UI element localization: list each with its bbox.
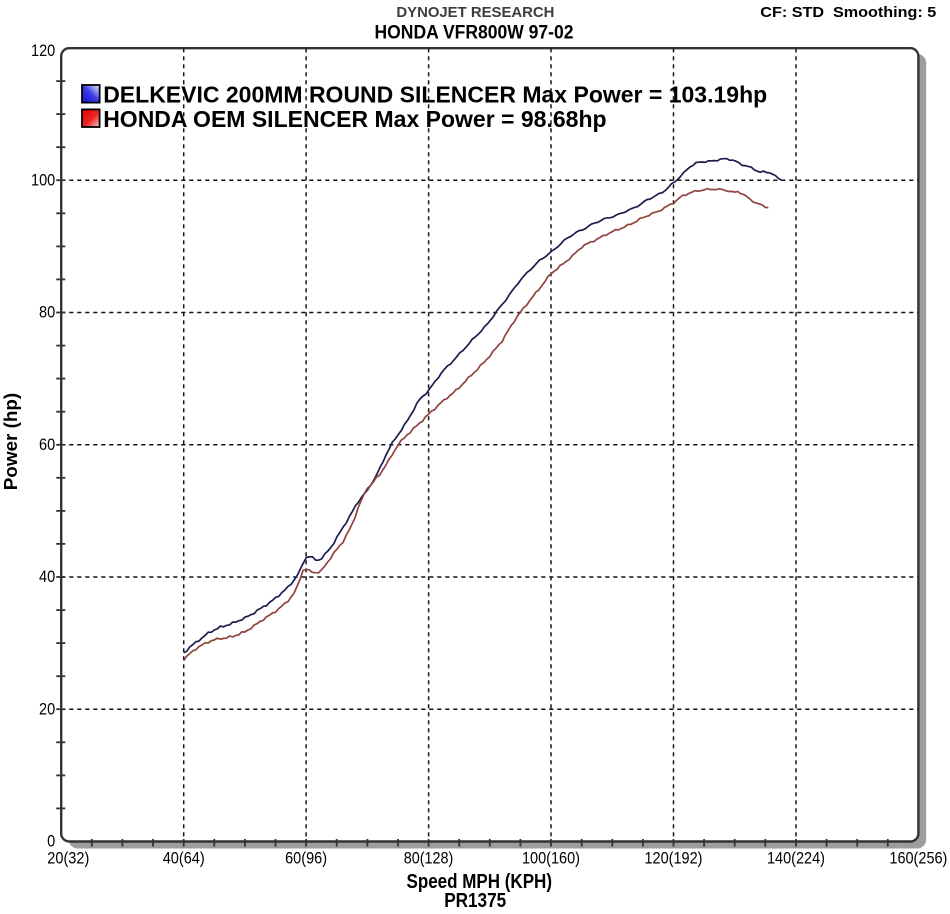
svg-text:PR1375: PR1375 [444, 890, 506, 909]
svg-text:100: 100 [31, 170, 55, 189]
svg-text:20(32): 20(32) [47, 848, 89, 867]
svg-text:60: 60 [39, 435, 55, 454]
svg-text:140(224): 140(224) [767, 848, 825, 867]
svg-text:DYNOJET RESEARCH: DYNOJET RESEARCH [396, 4, 554, 21]
svg-text:40(64): 40(64) [163, 848, 205, 867]
svg-text:80: 80 [39, 303, 55, 322]
svg-text:HONDA VFR800W 97-02: HONDA VFR800W 97-02 [375, 22, 574, 43]
svg-text:Speed MPH (KPH): Speed MPH (KPH) [407, 871, 553, 893]
svg-text:20: 20 [39, 700, 55, 719]
svg-text:80(128): 80(128) [404, 848, 454, 867]
svg-text:60(96): 60(96) [285, 848, 327, 867]
svg-text:HONDA OEM SILENCER Max Power =: HONDA OEM SILENCER Max Power = 98.68hp [103, 106, 606, 132]
svg-text:120(192): 120(192) [645, 848, 703, 867]
svg-text:0: 0 [47, 832, 55, 851]
svg-text:40: 40 [39, 567, 55, 586]
svg-text:DELKEVIC 200MM ROUND SILENCER: DELKEVIC 200MM ROUND SILENCER Max Power … [103, 82, 767, 108]
svg-text:120: 120 [31, 41, 55, 60]
svg-text:160(256): 160(256) [889, 848, 947, 867]
svg-text:100(160): 100(160) [522, 848, 580, 867]
svg-text:CF: STD Smoothing: 5: CF: STD Smoothing: 5 [760, 4, 936, 21]
svg-text:Power (hp): Power (hp) [1, 393, 21, 491]
